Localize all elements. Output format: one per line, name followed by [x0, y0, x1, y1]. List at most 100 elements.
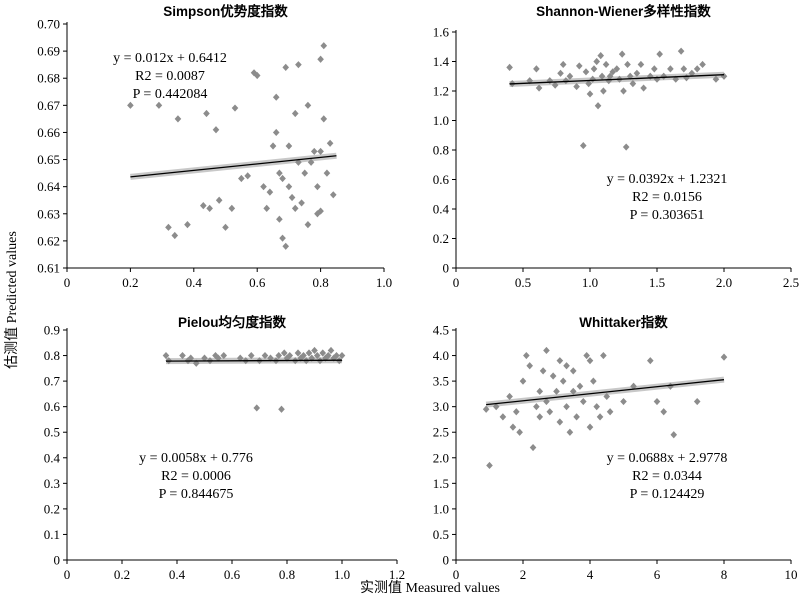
data-point — [285, 142, 293, 150]
data-point — [275, 351, 283, 360]
x-tick-label: 0 — [453, 567, 460, 582]
data-point — [603, 392, 611, 401]
data-point — [276, 169, 283, 177]
data-point — [244, 172, 251, 180]
r-squared-label: R2 = 0.0006 — [161, 469, 231, 484]
data-point — [127, 101, 134, 109]
y-tick-label: 1.2 — [433, 84, 449, 99]
data-point — [602, 60, 610, 69]
data-point — [201, 354, 208, 362]
y-tick-label: 0 — [443, 553, 450, 568]
data-point — [647, 357, 654, 365]
equation-label: y = 0.012x + 0.6412 — [113, 51, 227, 66]
data-point — [597, 52, 605, 60]
y-tick-label: 0 — [54, 553, 61, 568]
data-point — [556, 418, 564, 426]
data-point — [543, 346, 550, 355]
data-point — [179, 351, 186, 360]
data-point — [283, 354, 291, 362]
y-tick-label: 0.7 — [44, 374, 61, 389]
x-tick-label: 4 — [587, 567, 594, 582]
data-point — [620, 397, 627, 406]
data-point — [562, 77, 570, 85]
data-point — [536, 413, 544, 421]
data-point — [559, 377, 567, 385]
data-point — [305, 349, 313, 357]
data-point — [261, 351, 269, 360]
data-point — [573, 413, 580, 421]
data-point — [580, 397, 587, 406]
data-point — [506, 392, 513, 401]
y-tick-label: 0.66 — [37, 125, 60, 140]
data-point — [288, 193, 296, 202]
data-point — [720, 353, 728, 361]
data-point — [576, 382, 584, 390]
data-point — [624, 60, 631, 69]
data-point — [670, 431, 678, 439]
data-point — [606, 408, 614, 416]
data-point — [629, 80, 637, 88]
fit-line — [165, 359, 343, 362]
y-tick-label: 0.61 — [37, 261, 60, 276]
chart-title: Whittaker指数 — [579, 314, 668, 330]
data-point — [291, 109, 299, 118]
data-point — [546, 408, 554, 416]
data-point — [653, 75, 661, 83]
data-point — [575, 62, 583, 70]
data-point — [590, 377, 597, 385]
data-point — [272, 93, 280, 101]
data-point — [187, 354, 195, 362]
p-value-label: P = 0.124429 — [630, 487, 705, 502]
data-point — [300, 351, 307, 360]
data-point — [566, 72, 574, 80]
y-tick-label: 4.5 — [433, 323, 449, 338]
data-point — [566, 428, 574, 436]
data-point — [174, 115, 182, 123]
data-point — [535, 84, 543, 92]
data-point — [253, 404, 261, 412]
data-point — [660, 72, 667, 80]
data-point — [582, 68, 590, 76]
x-tick-label: 6 — [654, 567, 661, 582]
data-point — [486, 461, 493, 470]
figure-xlabel: 实测值 Measured values — [360, 580, 500, 596]
data-point — [598, 72, 606, 80]
data-point — [622, 143, 630, 151]
y-tick-label: 1.6 — [433, 25, 450, 40]
data-point — [529, 443, 537, 452]
figure-ylabel: 估测值 Predicted values — [4, 231, 20, 369]
data-point — [313, 351, 321, 360]
data-point — [680, 65, 688, 73]
data-point — [563, 362, 570, 370]
chart-panel-3: Pielou均匀度指数 0 0.1 0.2 0.3 0.4 0.5 0.6 0.7 0.8 0.9 0… — [44, 314, 405, 582]
data-point — [298, 199, 305, 207]
data-point — [317, 207, 324, 215]
data-point — [593, 403, 600, 411]
x-tick-label: 1.2 — [389, 567, 405, 582]
data-point — [263, 204, 271, 212]
y-tick-label: 1.0 — [433, 113, 449, 128]
data-point — [693, 397, 701, 406]
y-tick-label: 1.0 — [433, 501, 449, 516]
data-point — [215, 196, 223, 204]
data-point — [630, 382, 637, 390]
data-point — [605, 77, 613, 85]
y-tick-label: 0.65 — [37, 152, 60, 167]
chart-title: Simpson优势度指数 — [163, 3, 288, 19]
data-point — [212, 351, 219, 360]
y-tick-label: 0.4 — [433, 202, 450, 217]
r-squared-label: R2 = 0.0087 — [135, 69, 205, 84]
data-point — [333, 351, 340, 360]
data-point — [513, 408, 520, 416]
x-tick-label: 0.6 — [249, 275, 266, 290]
data-point — [203, 109, 210, 118]
data-point — [523, 351, 530, 360]
data-point — [320, 115, 328, 123]
data-point — [279, 174, 286, 183]
data-point — [314, 183, 321, 191]
chart-panel-4: Whittaker指数 0 0.5 1.0 1.5 2.0 2.5 3.0 3.5 4.0 4.5 0… — [433, 314, 798, 582]
data-point — [323, 169, 331, 177]
fit-line — [130, 155, 337, 178]
data-point — [295, 61, 302, 69]
data-point — [282, 63, 290, 71]
